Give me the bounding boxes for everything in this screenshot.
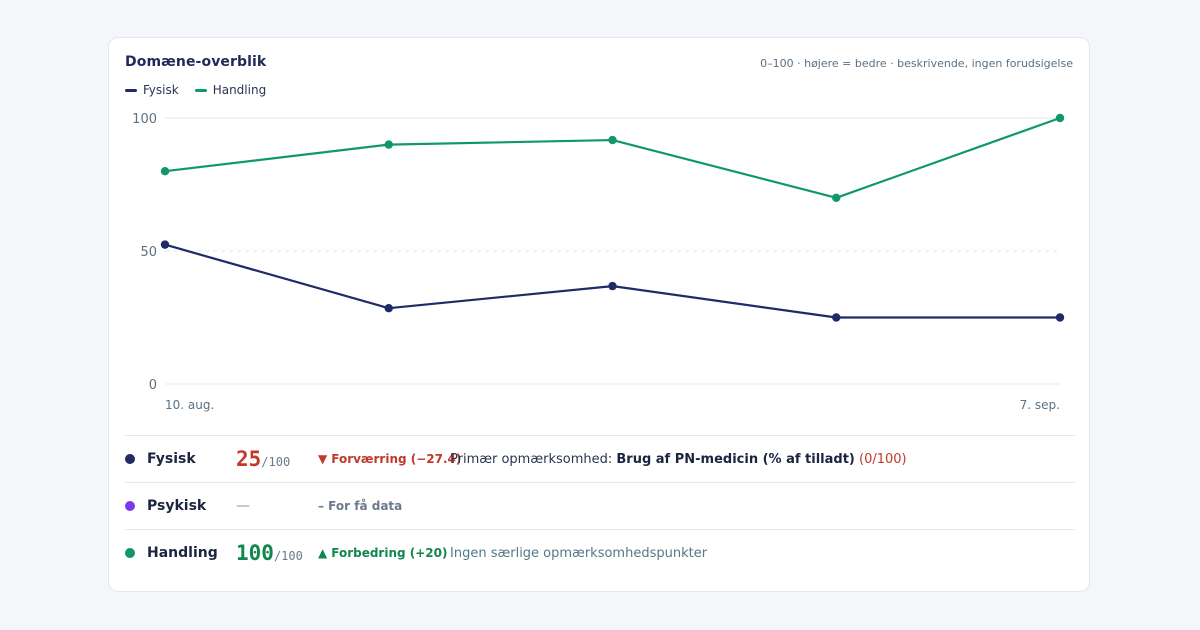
trend-up-icon: ▲ (318, 546, 328, 560)
note-bold: Brug af PN-medicin (% af tilladt) (616, 451, 855, 467)
domain-overview-card: Domæne-overblik 0–100 · højere = bedre ·… (108, 37, 1090, 592)
data-point-handling (160, 167, 170, 176)
legend-item-fysisk[interactable]: Fysisk (125, 83, 179, 97)
trend-indicator: ▼ Forværring (−27.4) (318, 452, 461, 466)
data-point-handling (1055, 113, 1065, 123)
data-point-handling (608, 135, 617, 145)
data-point-fysisk (608, 281, 617, 291)
trend-indicator: – For få data (318, 499, 402, 513)
domain-dot-handling (125, 548, 135, 558)
series-line-handling (164, 116, 1061, 199)
legend-swatch-fysisk (125, 88, 137, 92)
card-title: Domæne-overblik (125, 54, 267, 70)
domain-row-handling[interactable]: Handling 100 /100 ▲ Forbedring (+20) Ing… (125, 529, 1075, 576)
domain-summary-list: Fysisk 25 /100 ▼ Forværring (−27.4) Prim… (125, 435, 1075, 576)
trend-text: Forværring (−27.4) (331, 452, 462, 466)
score-empty: — (236, 498, 250, 514)
y-tick-label: 100 (132, 112, 157, 127)
domain-name: Psykisk (147, 498, 207, 514)
chart-legend: Fysisk Handling (125, 83, 266, 97)
data-point-fysisk (384, 303, 393, 313)
trend-text: Forbedring (+20) (331, 546, 448, 560)
domain-score: 25 /100 (236, 447, 290, 471)
trend-down-icon: ▼ (318, 452, 328, 466)
domain-name: Fysisk (147, 451, 196, 467)
line-chart: 0 50 100 10. aug. 7. sep. (132, 112, 1065, 412)
data-point-fysisk (160, 240, 170, 249)
attention-note: Ingen særlige opmærksomhedspunkter (450, 545, 708, 561)
note-suffix: (0/100) (854, 451, 907, 467)
x-tick-label: 7. sep. (1020, 398, 1060, 412)
note-prefix: Primær opmærksomhed: (450, 451, 617, 467)
domain-dot-fysisk (125, 454, 135, 464)
domain-row-fysisk[interactable]: Fysisk 25 /100 ▼ Forværring (−27.4) Prim… (125, 435, 1075, 482)
score-max: /100 (273, 549, 303, 563)
score-value: 100 (236, 541, 274, 565)
legend-item-handling[interactable]: Handling (194, 83, 267, 97)
domain-score: 100 /100 (236, 541, 303, 565)
domain-name: Handling (147, 545, 218, 561)
data-point-fysisk (1055, 313, 1065, 322)
y-tick-label: 0 (149, 378, 157, 393)
trend-indicator: ▲ Forbedring (+20) (318, 546, 448, 560)
attention-note: Primær opmærksomhed: Brug af PN-medicin … (450, 452, 907, 467)
y-tick-label: 50 (140, 245, 157, 260)
score-value: 25 (236, 447, 262, 471)
data-point-handling (384, 140, 393, 149)
domain-row-psykisk[interactable]: Psykisk — – For få data (125, 482, 1075, 529)
legend-label-handling: Handling (212, 83, 267, 97)
data-point-fysisk (832, 313, 841, 322)
x-tick-label: 10. aug. (165, 398, 214, 412)
card-subtitle: 0–100 · højere = bedre · beskrivende, in… (760, 57, 1073, 70)
series-line-fysisk (164, 243, 1060, 319)
legend-label-fysisk: Fysisk (143, 83, 179, 97)
data-point-handling (832, 193, 841, 202)
score-max: /100 (261, 455, 291, 469)
legend-swatch-handling (194, 88, 207, 92)
trend-text: – For få data (318, 499, 403, 513)
domain-dot-psykisk (125, 501, 135, 511)
